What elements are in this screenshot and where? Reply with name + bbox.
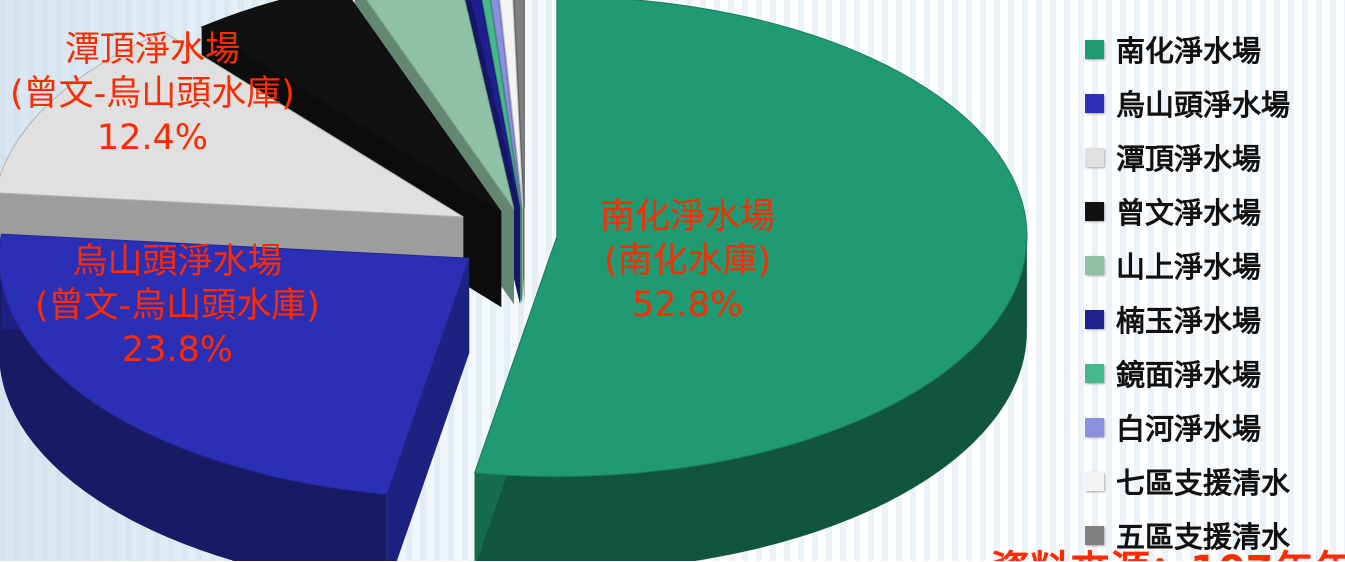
pie-slice <box>473 0 1028 561</box>
label-tanding-name: 潭頂淨水場 <box>64 30 240 70</box>
legend-label: 烏山頭淨水場 <box>1116 88 1291 122</box>
legend-swatch <box>1085 309 1104 329</box>
pie-slice-top <box>0 233 470 496</box>
legend-item: 南化淨水場 <box>1085 22 1290 76</box>
legend-label: 鏡面淨水場 <box>1116 358 1262 392</box>
pie-slice-top <box>365 0 515 210</box>
legend-item: 曾文淨水場 <box>1085 184 1290 238</box>
label-tanding: 潭頂淨水場 (曾文-烏山頭水庫) 12.4% <box>10 28 295 160</box>
legend-item: 五區支援清水 <box>1085 508 1290 562</box>
label-nanhua: 南化淨水場 (南化水庫) 52.8% <box>600 195 775 327</box>
legend-item: 鏡面淨水場 <box>1085 346 1290 400</box>
legend-swatch <box>1085 471 1104 491</box>
legend-item: 潭頂淨水場 <box>1085 130 1290 184</box>
legend-swatch <box>1085 39 1104 59</box>
label-wushantou-sub: (曾文-烏山頭水庫) <box>35 286 320 326</box>
legend-label: 南化淨水場 <box>1116 34 1262 68</box>
pie-slice-top <box>513 0 525 209</box>
label-tanding-sub: (曾文-烏山頭水庫) <box>10 74 295 114</box>
label-nanhua-sub: (南化水庫) <box>603 241 772 281</box>
legend-swatch <box>1085 255 1104 275</box>
label-tanding-pct: 12.4% <box>96 118 209 158</box>
legend-label: 山上淨水場 <box>1116 250 1262 284</box>
legend-label: 五區支援清水 <box>1116 520 1291 554</box>
legend-swatch <box>1085 417 1104 437</box>
legend-item: 楠玉淨水場 <box>1085 292 1290 346</box>
source-note: 資料來源：107年年 <box>990 536 1345 561</box>
legend-label: 楠玉淨水場 <box>1116 304 1262 338</box>
legend-label: 七區支援清水 <box>1116 466 1291 500</box>
legend-label: 白河淨水場 <box>1116 412 1262 446</box>
pie-slice-side <box>474 236 1027 561</box>
legend-swatch <box>1085 525 1104 545</box>
pie-slice-side <box>0 271 387 561</box>
label-wushantou: 烏山頭淨水場 (曾文-烏山頭水庫) 23.8% <box>35 240 320 372</box>
pie-slice-top <box>470 0 521 209</box>
pie-slice-top <box>200 0 502 213</box>
pie-slice-top <box>0 31 464 218</box>
legend-label: 潭頂淨水場 <box>1116 142 1262 176</box>
legend-swatch <box>1085 201 1104 221</box>
legend-item: 山上淨水場 <box>1085 238 1290 292</box>
pie-slice <box>0 233 470 561</box>
legend-swatch <box>1085 93 1104 113</box>
legend-swatch <box>1085 147 1104 167</box>
legend-swatch <box>1085 363 1104 383</box>
label-wushantou-pct: 23.8% <box>121 330 234 370</box>
pie-slice-top <box>490 0 523 209</box>
pie-slice-top <box>499 0 524 209</box>
label-nanhua-pct: 52.8% <box>631 285 744 325</box>
legend: 南化淨水場烏山頭淨水場 潭頂淨水場曾文淨水場山上淨水場楠玉淨水場鏡面淨水場白河淨水… <box>1085 22 1290 562</box>
label-wushantou-name: 烏山頭淨水場 <box>72 242 283 282</box>
legend-label: 曾文淨水場 <box>1116 196 1262 230</box>
pie-slice-top <box>473 0 1028 478</box>
legend-item: 烏山頭淨水場 <box>1085 76 1290 130</box>
label-nanhua-name: 南化淨水場 <box>600 197 776 237</box>
legend-item: 白河淨水場 <box>1085 400 1290 454</box>
legend-item: 七區支援清水 <box>1085 454 1290 508</box>
